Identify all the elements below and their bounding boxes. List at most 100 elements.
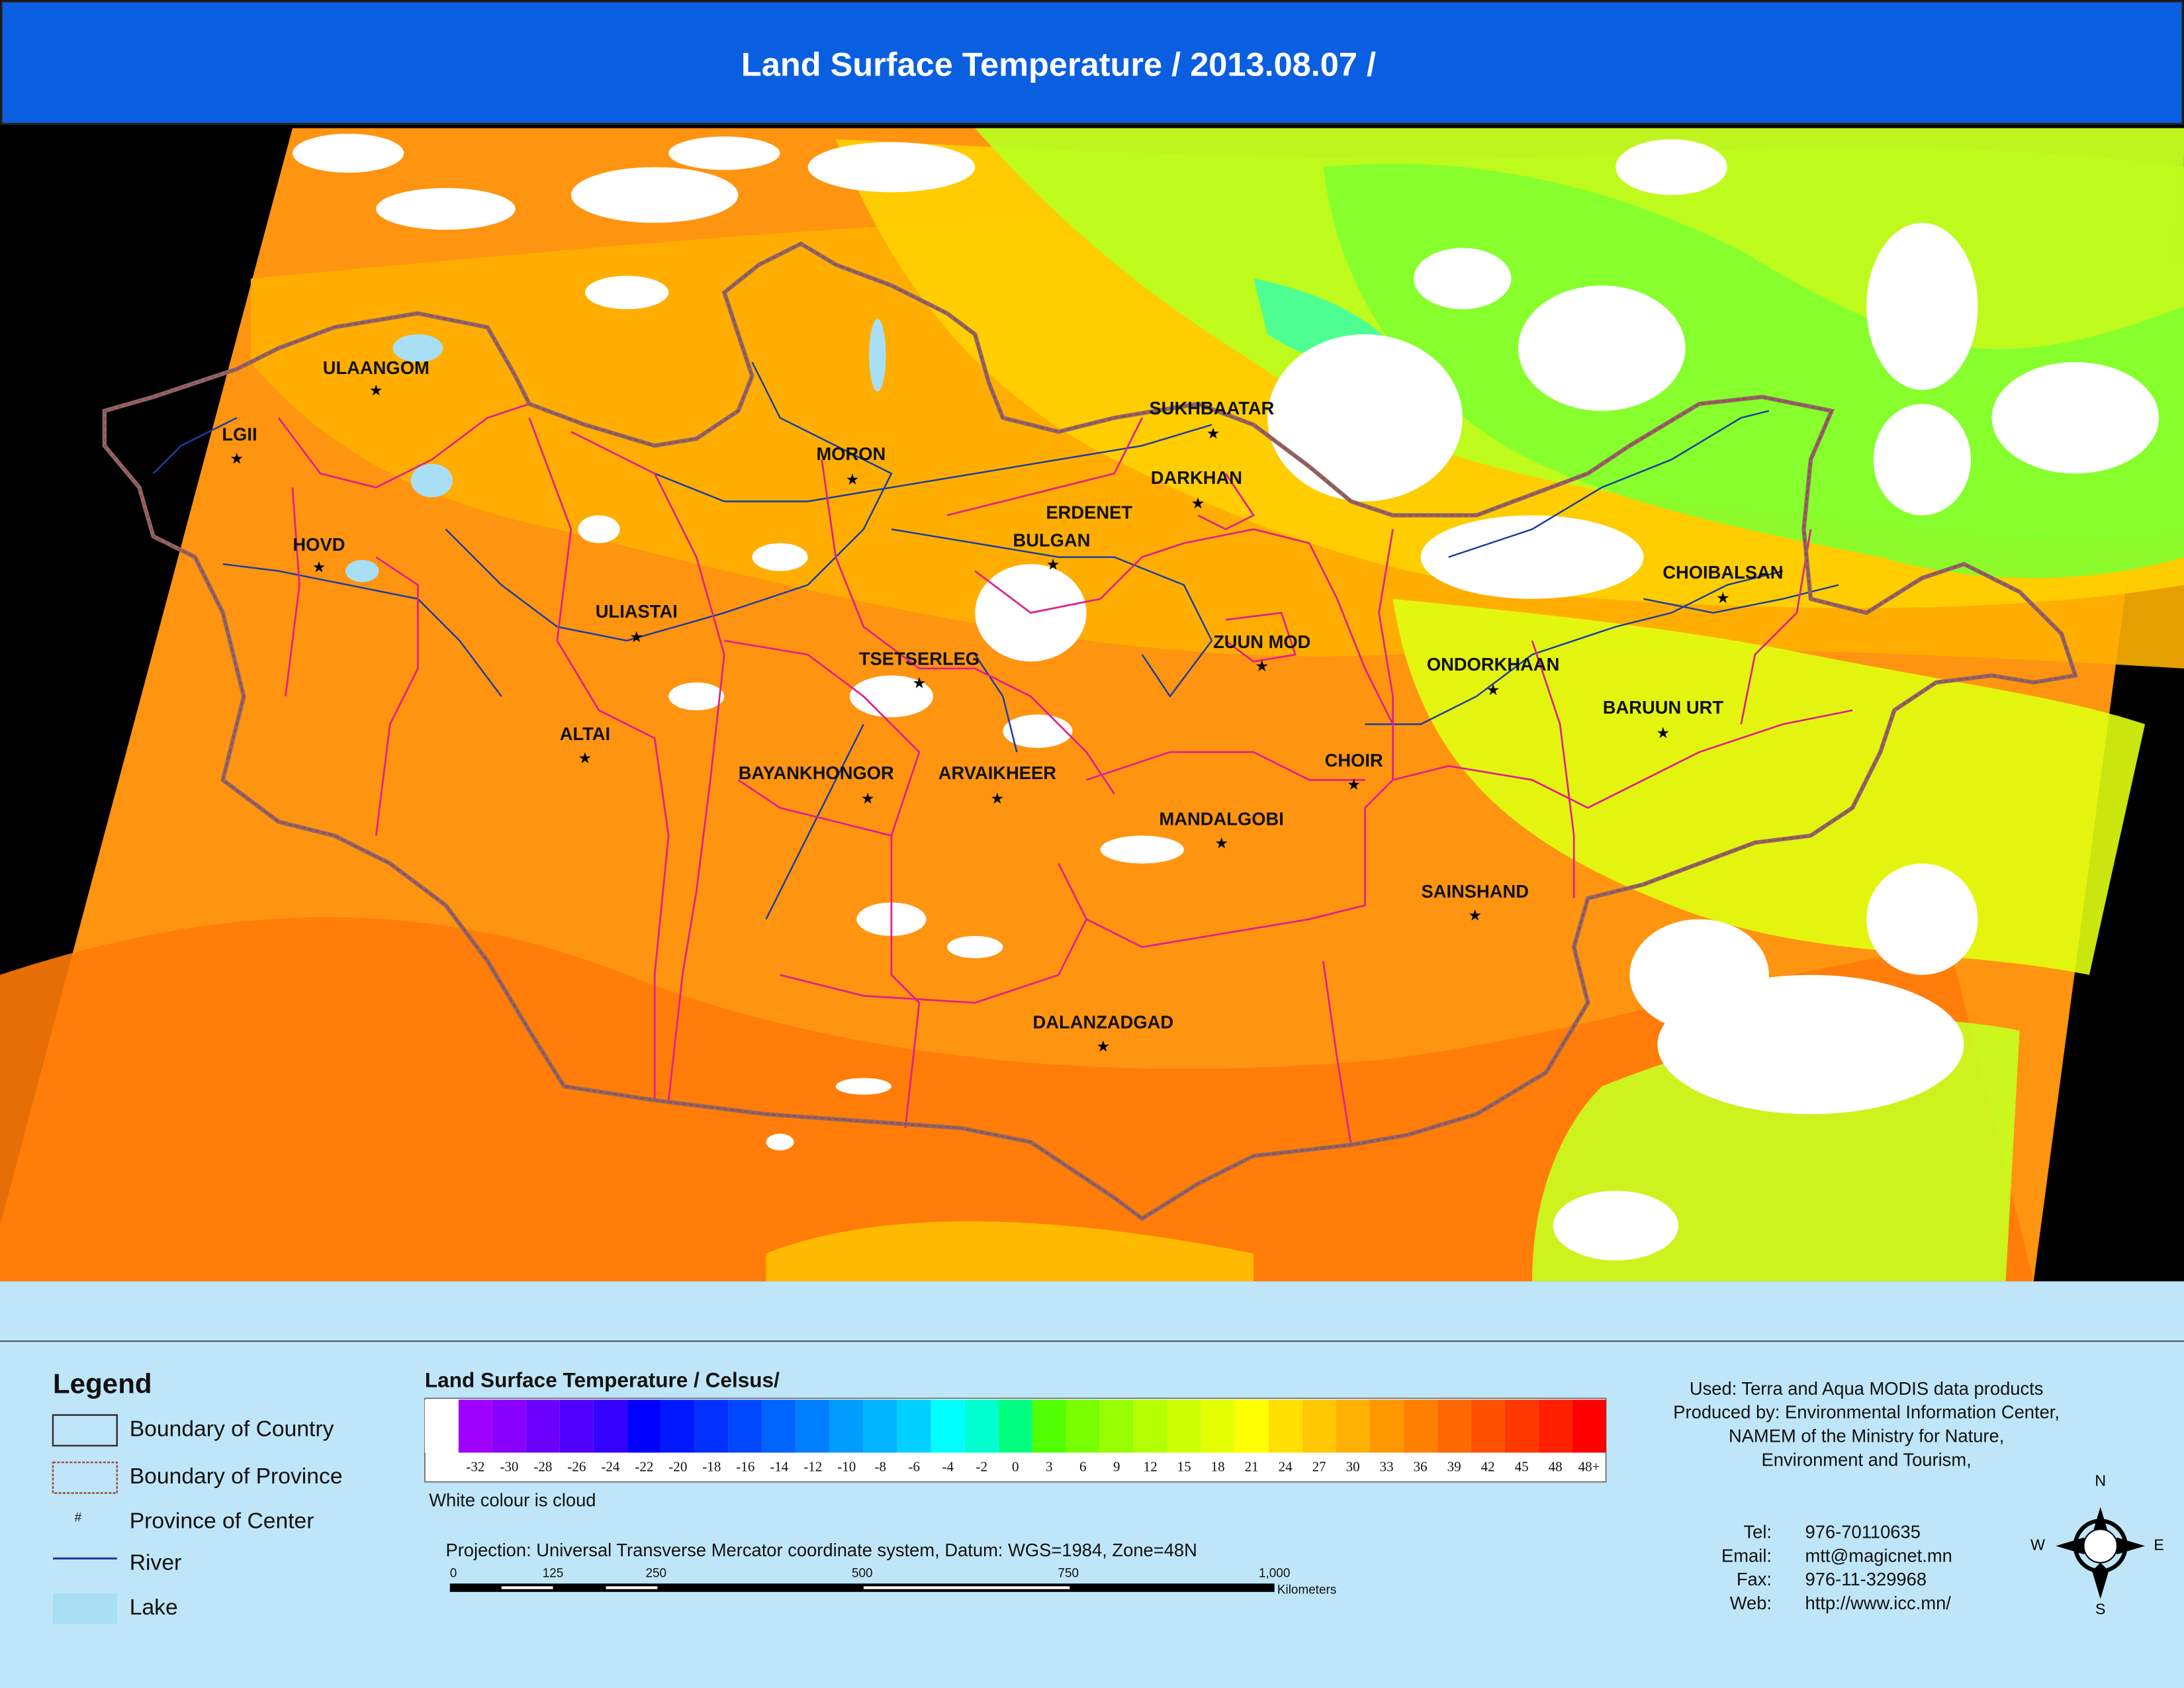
colorbar-swatch [1437,1399,1471,1453]
colorbar-label: 39 [1447,1458,1461,1474]
colorbar-label: 45 [1515,1458,1529,1474]
colorbar-swatch [1066,1399,1100,1453]
colorbar-swatch [1471,1399,1505,1453]
colorbar-label: 36 [1414,1458,1428,1474]
province-boundary [285,487,300,697]
city-label: CHOIBALSAN [1662,562,1783,583]
colorbar-swatch [559,1399,594,1453]
colorbar-label: 48+ [1578,1458,1600,1474]
river [152,417,238,475]
colorbar-swatch [964,1399,999,1453]
colorbar-swatch [1538,1399,1572,1453]
city-star: ★ [846,471,860,488]
city-label: LGII [222,424,257,445]
colorbar-label: -20 [668,1458,687,1474]
river [1365,570,1784,726]
legend-swatch [52,1461,118,1494]
colorbar-label: -4 [942,1458,954,1474]
colorbar-swatch [1302,1399,1336,1453]
scalebar [449,1583,1275,1592]
cloud [668,682,725,711]
city-label: ARVAIKHEER [938,763,1057,783]
legend-item: Boundary of Province [130,1464,343,1489]
colorbar-label: 21 [1245,1458,1259,1474]
colorbar-label: 0 [1012,1458,1019,1474]
city-star: ★ [1468,907,1482,924]
colorbar-swatch [525,1399,560,1453]
lake [869,318,886,392]
colorbar-note: White colour is cloud [429,1489,596,1510]
scale-label: 1,000 [1259,1566,1290,1580]
city-label: ALTAI [560,724,610,744]
compass: N E S W [2030,1472,2164,1618]
city-label: MANDALGOBI [1160,808,1284,829]
province-boundary [1740,529,1812,725]
lake [345,559,379,583]
colorbar-swatch [1336,1399,1370,1453]
cloud [1267,334,1463,502]
colorbar-swatch [1369,1399,1404,1453]
cloud [849,675,934,718]
contact-label: Fax: [1737,1569,1772,1589]
colorbar-swatch [796,1399,830,1453]
scalebar-segment [606,1586,658,1589]
cloud [1629,919,1769,1031]
credit-line: NAMEM of the Ministry for Nature, [1729,1426,2004,1446]
city-star: ★ [629,628,643,645]
scalebar-segment [501,1586,553,1589]
compass-s: S [2095,1600,2105,1617]
city-label: ULIASTAI [596,601,678,622]
city-star: ★ [1716,589,1730,606]
colorbar-swatch [1504,1399,1539,1453]
city-star: ★ [913,674,927,691]
colorbar-label: -16 [736,1458,754,1474]
contact-label: Email: [1721,1545,1772,1566]
compass-ring [2073,1519,2128,1573]
compass-w: W [2030,1536,2045,1554]
city-star: ★ [1657,724,1670,741]
cloud [584,275,669,310]
cloud [1866,863,1978,975]
colorbar-label: -24 [601,1458,620,1474]
scale-label: 250 [645,1566,666,1580]
city-label: MORON [816,444,886,464]
scale-label: 125 [543,1566,564,1580]
title-bar [0,0,2184,125]
colorbar-swatch [728,1399,762,1453]
city-star: ★ [1347,776,1361,793]
colorbar-label: 9 [1113,1458,1120,1474]
colorbar-swatch [593,1399,627,1453]
river [1448,410,1770,558]
contact-value: 976-11-329968 [1805,1569,1927,1589]
colorbar-title: Land Surface Temperature / Celsus/ [425,1368,780,1391]
compass-n: N [2095,1472,2106,1489]
contact-value: http://www.icc.mn/ [1805,1593,1952,1613]
colorbar-swatch [897,1399,931,1453]
colorbar-swatch [863,1399,897,1453]
legend-title: Legend [53,1368,152,1399]
colorbar-swatch [627,1399,661,1453]
contact-label: Web: [1730,1593,1772,1613]
compass-center [2083,1528,2118,1564]
colorbar-label: 24 [1279,1458,1293,1474]
province-boundary [780,919,1087,1004]
province-boundary [1322,961,1352,1145]
city-star: ★ [1096,1037,1110,1055]
province-boundary [737,779,892,837]
city-star: ★ [312,559,326,576]
colorbar-swatch [1572,1399,1606,1453]
colorbar-label: -30 [500,1458,518,1474]
credit-line: Produced by: Environmental Information C… [1673,1402,2060,1423]
city-star: ★ [861,790,875,807]
province-boundary [1086,751,1365,781]
scale-label: 500 [852,1566,873,1580]
legend-swatch [52,1593,117,1624]
colorbar-label: -8 [875,1458,887,1474]
city-label: DARKHAN [1151,467,1242,488]
legend-swatch [52,1414,118,1447]
legend-item: Province of Center [130,1509,314,1534]
colorbar-label: -6 [909,1458,921,1474]
cloud [1420,515,1644,599]
city-label: SAINSHAND [1421,881,1529,902]
